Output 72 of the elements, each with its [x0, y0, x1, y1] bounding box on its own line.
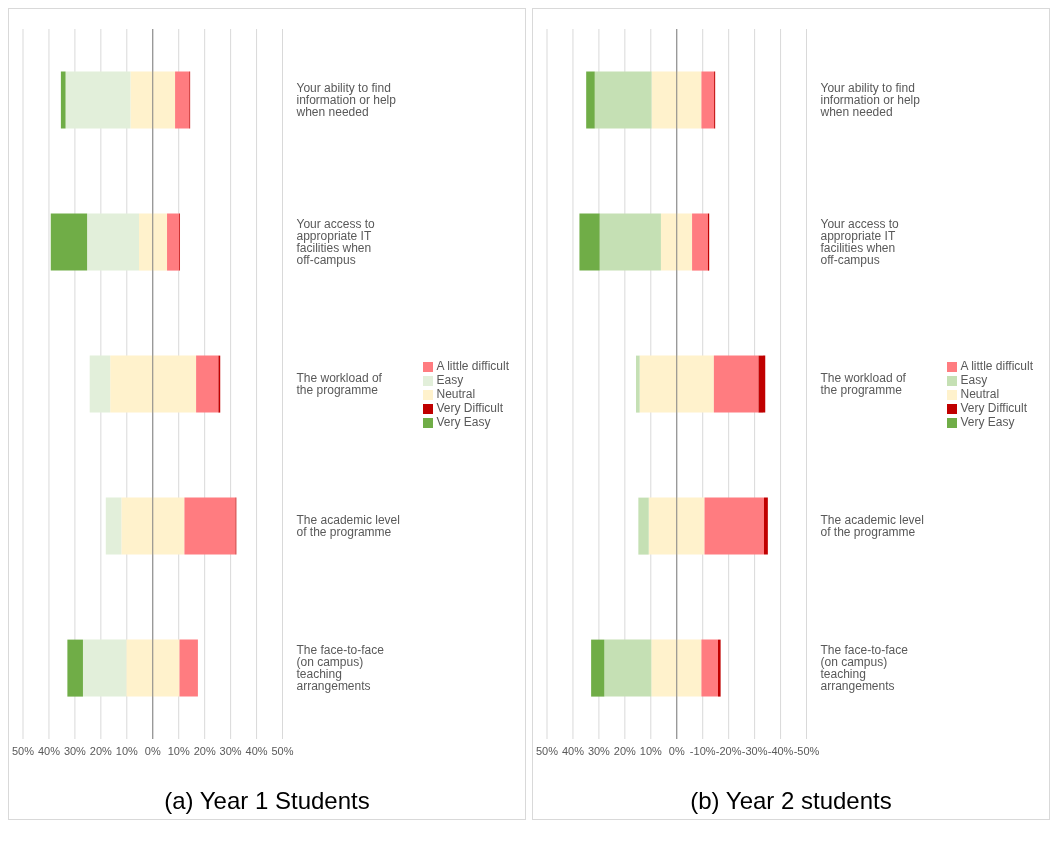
y-tick-label: Your ability to find information or help when needed [295, 81, 397, 120]
x-tick-label: 40% [561, 744, 585, 757]
bar [701, 71, 715, 129]
x-tick-label: 10% [639, 744, 663, 757]
bar [594, 71, 652, 129]
legend-label: A little difficult [436, 359, 509, 373]
x-tick-label: 10% [167, 744, 190, 757]
legend-label: Easy [960, 373, 988, 387]
bar [701, 639, 719, 697]
y-tick-label: The academic level of the programme [296, 513, 400, 540]
bar [60, 71, 66, 129]
text: (b) Year 2 students [689, 786, 893, 816]
legend-label: Very Easy [960, 415, 1015, 429]
x-tick-label: -50% [793, 744, 820, 757]
y-tick-label: The workload of the programme [820, 371, 907, 398]
bar [591, 639, 605, 697]
legend-label: Very Difficult [436, 401, 503, 415]
x-tick-label: -30% [741, 744, 768, 757]
bar [65, 71, 131, 129]
x-tick-label: 0% [668, 744, 685, 757]
x-tick-label: 20% [89, 744, 113, 757]
y-tick-label: The face-to-face (on campus) teaching arrangements [820, 643, 909, 694]
legend-label: Neutral [960, 387, 1000, 401]
bar [599, 213, 661, 271]
legend-label: Very Easy [436, 415, 491, 429]
x-tick-label: 20% [613, 744, 637, 757]
legend-label: Easy [436, 373, 464, 387]
bar [105, 497, 122, 555]
bar [167, 213, 180, 271]
x-tick-label: 0% [144, 744, 161, 757]
bar [704, 497, 764, 555]
x-tick-label: -10% [689, 744, 716, 757]
legend-label: Neutral [436, 387, 476, 401]
bar [604, 639, 652, 697]
bar [586, 71, 595, 129]
y-tick-label: The academic level of the programme [820, 513, 924, 540]
bar [82, 639, 127, 697]
bar [89, 355, 111, 413]
y-tick-label: Your ability to find information or help when needed [819, 81, 921, 120]
bar [638, 497, 649, 555]
y-tick-label: Your access to appropriate IT facilities when off-campus [820, 217, 900, 268]
x-tick-label: 10% [115, 744, 139, 757]
legend-label: A little difficult [960, 359, 1033, 373]
bar [713, 355, 759, 413]
x-tick-label: 50% [11, 744, 35, 757]
x-tick-label: 40% [37, 744, 61, 757]
bar [718, 639, 721, 697]
x-tick-label: 30% [587, 744, 611, 757]
x-tick-label: 50% [271, 744, 294, 757]
x-tick-label: 20% [193, 744, 216, 757]
bar [636, 355, 640, 413]
bar [579, 213, 600, 271]
bar [692, 213, 708, 271]
x-tick-label: -40% [767, 744, 794, 757]
legend-label: Very Difficult [960, 401, 1027, 415]
bar [50, 213, 88, 271]
bar [175, 71, 190, 129]
x-tick-label: 30% [219, 744, 242, 757]
y-tick-label: The workload of the programme [296, 371, 383, 398]
bar [87, 213, 139, 271]
bar [196, 355, 219, 413]
y-tick-label: The face-to-face (on campus) teaching arrangements [296, 643, 385, 694]
x-tick-label: 40% [245, 744, 268, 757]
bar [67, 639, 83, 697]
bar [179, 639, 198, 697]
bar [763, 497, 768, 555]
text: (a) Year 1 Students [163, 786, 371, 816]
y-tick-label: Your access to appropriate IT facilities when off-campus [296, 217, 376, 268]
x-tick-label: -20% [715, 744, 742, 757]
bar [184, 497, 236, 555]
x-tick-label: 30% [63, 744, 87, 757]
x-tick-label: 50% [535, 744, 559, 757]
